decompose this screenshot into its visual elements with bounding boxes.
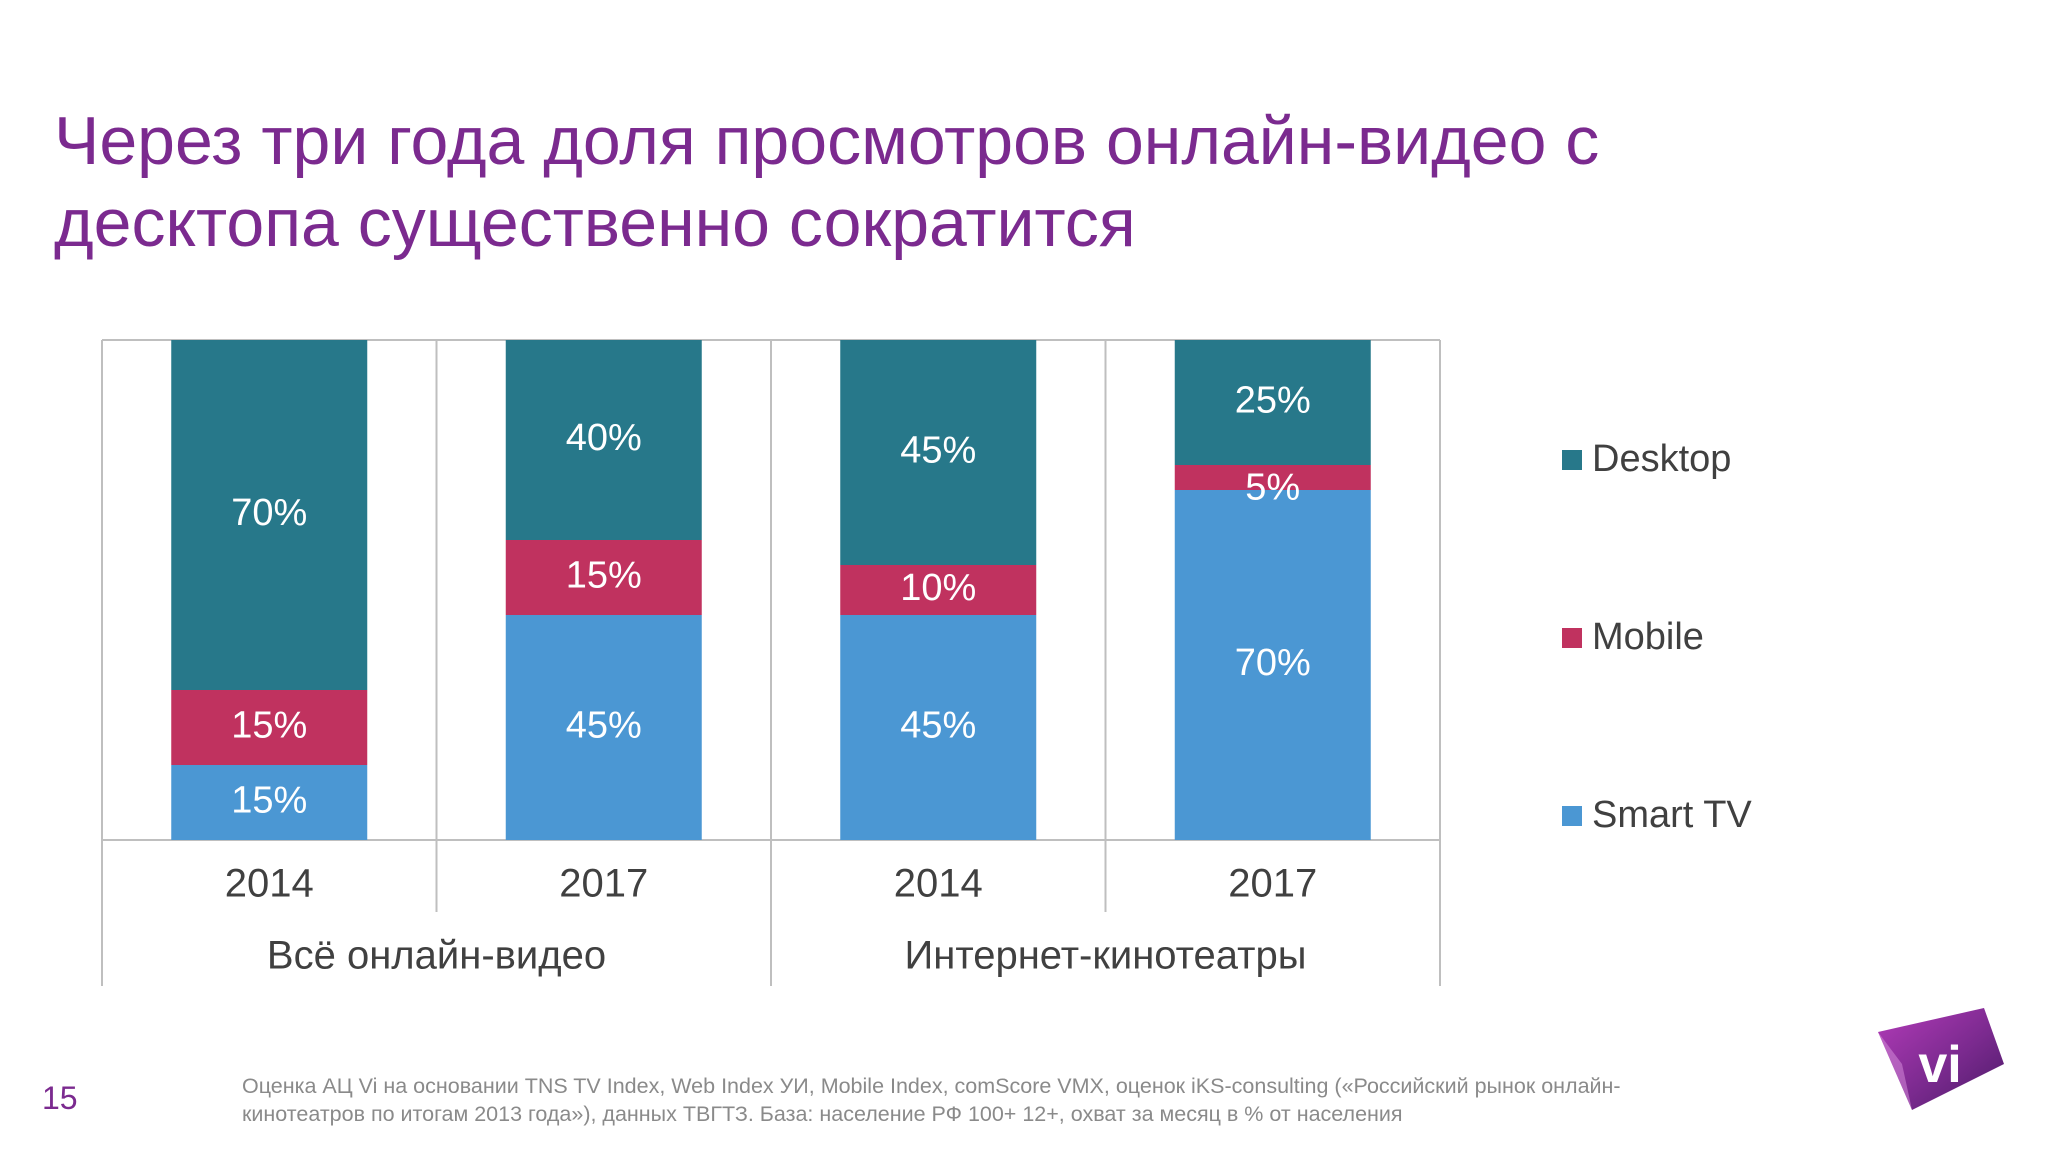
slide-title-line-1: Через три года доля просмотров онлайн-ви… [54,103,1600,179]
bar-smart-tv-3 [1174,490,1371,840]
data-label: 40% [566,417,642,459]
x-tick-label: 2014 [894,862,983,906]
bar-smart-tv-0 [171,765,368,840]
legend-item-mobile: Mobile [1562,616,1704,659]
data-label: 10% [900,567,976,609]
data-label: 70% [231,492,307,534]
data-label: 25% [1235,380,1311,422]
bar-smart-tv-1 [505,615,702,840]
data-label: 45% [900,705,976,747]
legend-swatch [1562,627,1582,648]
page-number: 15 [42,1080,78,1116]
legend-label: Desktop [1592,438,1732,480]
data-label: 15% [231,780,307,822]
x-group-label: Всё онлайн-видео [267,934,606,978]
source-note-line-1: Оценка АЦ Vi на основании TNS TV Index, … [242,1074,1621,1098]
data-label: 15% [231,705,307,747]
bar-desktop-2 [840,340,1037,565]
data-label: 45% [566,705,642,747]
legend-label: Smart TV [1592,794,1752,836]
bar-mobile-0 [171,690,368,765]
bar-mobile-2 [840,565,1037,615]
vi-logo-text: vi [1918,1036,1961,1094]
bar-smart-tv-2 [840,615,1037,840]
bar-desktop-0 [171,340,368,690]
slide-title-line-2: десктопа существенно сократится [54,185,1136,261]
data-label: 70% [1235,642,1311,684]
data-label: 5% [1245,467,1300,509]
source-note: Оценка АЦ Vi на основании TNS TV Index, … [242,1072,1782,1128]
legend-swatch [1562,449,1582,470]
data-label: 15% [566,555,642,597]
stacked-bar-chart: 15% 15% 70% 2014 45% 15% 40% 2017 45% 10% 45% 2014 7… [101,339,1441,986]
bar-mobile-3 [1174,465,1371,490]
data-label: 45% [900,430,976,472]
bar-mobile-1 [505,540,702,615]
slide-title: Через три года доля просмотров онлайн-ви… [54,100,1754,264]
source-note-line-2: кинотеатров по итогам 2013 года»), данны… [242,1102,1403,1126]
vi-logo: vi [1878,1008,2004,1110]
x-tick-label: 2014 [225,862,314,906]
x-tick-label: 2017 [559,862,648,906]
bar-desktop-1 [505,340,702,540]
bar-desktop-3 [1174,340,1371,465]
x-group-label: Интернет-кинотеатры [905,934,1307,978]
legend-swatch [1562,805,1582,826]
legend-label: Mobile [1592,616,1704,658]
legend-item-smart-tv: Smart TV [1562,794,1752,837]
legend-item-desktop: Desktop [1562,438,1731,481]
x-tick-label: 2017 [1228,862,1317,906]
